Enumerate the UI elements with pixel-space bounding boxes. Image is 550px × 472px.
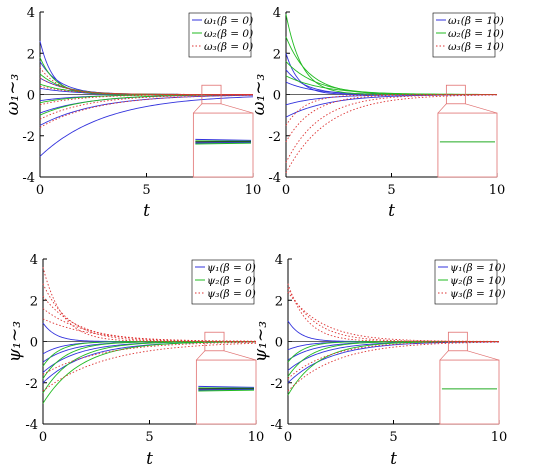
- legend-label: ψ₂(β = 0): [207, 275, 256, 287]
- legend-label: ψ₂(β = 10): [450, 275, 506, 287]
- y-tick-label: 0: [30, 336, 38, 351]
- legend-label: ψ₁(β = 0): [207, 262, 256, 274]
- x-axis-label: t: [390, 449, 397, 469]
- zoom-region: [201, 84, 222, 105]
- series-line: [42, 342, 257, 392]
- y-tick-label: 2: [275, 294, 283, 309]
- x-tick-label: 10: [489, 183, 506, 198]
- legend-label: ω₁(β = 0): [204, 15, 253, 27]
- y-tick-label: 0: [27, 89, 35, 104]
- y-axis-label: ω₁∼₃: [249, 73, 269, 115]
- zoom-series-line: [195, 142, 252, 145]
- x-axis-label: t: [143, 201, 150, 221]
- zoom-connector: [196, 350, 206, 361]
- zoom-series-line: [198, 389, 255, 392]
- legend-label: ψ₃(β = 0): [207, 288, 256, 300]
- legend-label: ω₂(β = 10): [448, 28, 504, 40]
- x-tick-label: 0: [284, 430, 292, 445]
- x-tick-label: 5: [142, 183, 150, 198]
- series-line: [285, 75, 498, 95]
- series-line: [287, 341, 500, 396]
- x-tick-label: 5: [389, 430, 397, 445]
- legend: ω₁(β = 10)ω₂(β = 10)ω₃(β = 10): [432, 12, 504, 58]
- x-tick-label: 5: [145, 430, 153, 445]
- x-tick-label: 0: [39, 430, 47, 445]
- y-tick-label: 4: [27, 6, 35, 21]
- zoom-connector: [437, 103, 447, 114]
- y-tick-label: -4: [22, 171, 35, 186]
- zoom-connector: [193, 103, 203, 114]
- zoom-connector: [467, 350, 500, 361]
- series-line: [39, 94, 254, 120]
- zoom-series-line: [198, 385, 255, 388]
- x-tick-label: 5: [387, 183, 395, 198]
- legend: ψ₁(β = 0)ψ₂(β = 0)ψ₃(β = 0): [191, 259, 256, 305]
- series-line: [287, 341, 500, 392]
- y-tick-label: -2: [270, 377, 283, 392]
- series-line: [42, 341, 257, 375]
- legend-label: ω₃(β = 10): [448, 41, 504, 53]
- x-axis-label: t: [146, 449, 153, 469]
- series-line: [285, 94, 498, 174]
- zoom-region: [447, 331, 468, 352]
- y-tick-label: 2: [273, 47, 281, 62]
- x-axis-label: t: [388, 201, 395, 221]
- y-tick-label: 0: [273, 89, 281, 104]
- series-line: [287, 291, 500, 342]
- y-tick-label: -4: [270, 418, 283, 433]
- y-tick-label: -4: [25, 418, 38, 433]
- zoom-series-line: [195, 138, 252, 141]
- series-line: [39, 94, 254, 128]
- y-tick-label: 4: [275, 253, 283, 268]
- y-axis-label: ψ₁∼₃: [5, 321, 25, 362]
- zoom-region: [445, 84, 466, 105]
- y-tick-label: 0: [275, 336, 283, 351]
- y-tick-label: -2: [22, 130, 35, 145]
- series-line: [39, 77, 253, 95]
- zoom-connector: [439, 350, 449, 361]
- x-tick-label: 10: [491, 430, 508, 445]
- y-tick-label: -2: [25, 377, 38, 392]
- y-tick-label: -2: [268, 130, 281, 145]
- x-tick-label: 10: [248, 430, 265, 445]
- y-axis-label: ψ₁∼₃: [251, 321, 271, 362]
- y-tick-label: -4: [268, 171, 281, 186]
- y-axis-label: ω₁∼₃: [3, 73, 23, 115]
- legend-label: ψ₃(β = 10): [450, 288, 506, 300]
- series-line: [39, 85, 253, 95]
- y-tick-label: 2: [30, 294, 38, 309]
- zoom-connector: [223, 350, 257, 361]
- zoom-inset: [437, 112, 498, 178]
- y-tick-label: 4: [30, 253, 38, 268]
- legend-label: ω₂(β = 0): [204, 28, 253, 40]
- y-tick-label: 2: [27, 47, 35, 62]
- zoom-connector: [465, 103, 498, 114]
- series-line: [39, 94, 254, 106]
- legend-label: ω₃(β = 0): [204, 41, 253, 53]
- legend: ω₁(β = 0)ω₂(β = 0)ω₃(β = 0): [188, 12, 253, 58]
- y-tick-label: 4: [273, 6, 281, 21]
- x-tick-label: 0: [282, 183, 290, 198]
- series-line: [39, 96, 254, 157]
- legend-label: ω₁(β = 10): [448, 15, 504, 27]
- series-line: [285, 94, 497, 126]
- series-line: [42, 318, 257, 342]
- legend-label: ψ₁(β = 10): [450, 262, 506, 274]
- series-line: [287, 341, 500, 379]
- legend: ψ₁(β = 10)ψ₂(β = 10)ψ₃(β = 10): [434, 259, 506, 305]
- zoom-inset: [192, 112, 254, 178]
- x-tick-label: 0: [36, 183, 44, 198]
- zoom-connector: [220, 103, 254, 114]
- series-line: [285, 94, 498, 163]
- series-line: [285, 94, 497, 143]
- x-tick-label: 10: [245, 183, 262, 198]
- zoom-region: [204, 331, 225, 352]
- zoom-inset: [439, 359, 500, 425]
- zoom-inset: [195, 359, 257, 425]
